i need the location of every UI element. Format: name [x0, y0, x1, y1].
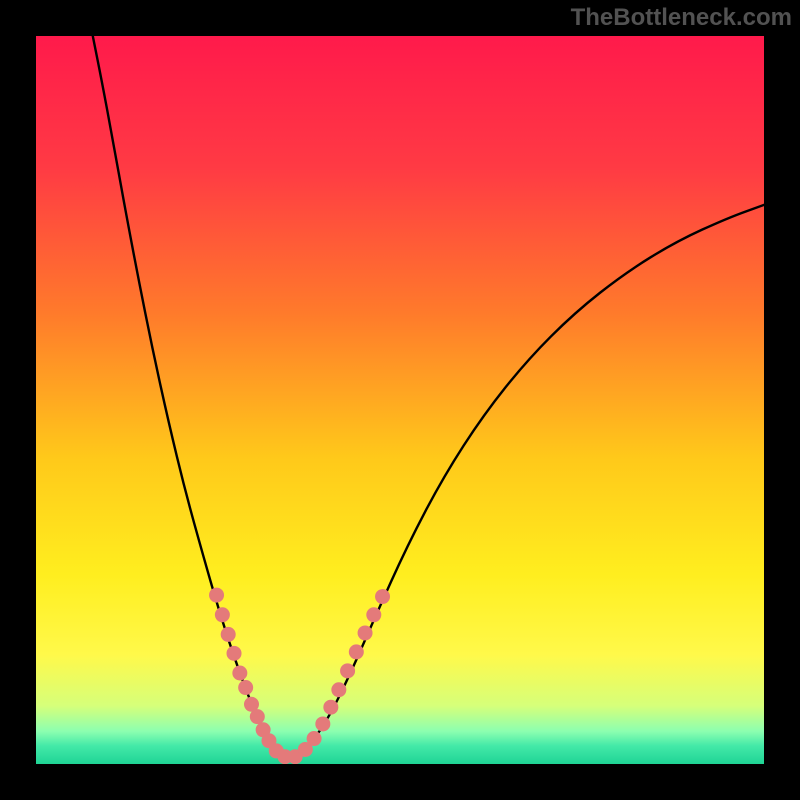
curve-dot	[250, 709, 265, 724]
curve-dot	[215, 607, 230, 622]
chart-stage: TheBottleneck.com	[0, 0, 800, 800]
curve-dot	[358, 625, 373, 640]
curve-dot	[221, 627, 236, 642]
curve-dot	[323, 700, 338, 715]
watermark-label: TheBottleneck.com	[571, 4, 792, 32]
curve-dot	[315, 716, 330, 731]
curve-dot	[340, 663, 355, 678]
curve-dot	[307, 731, 322, 746]
curve-dot	[232, 666, 247, 681]
curve-dot	[366, 607, 381, 622]
plot-background	[36, 36, 764, 764]
curve-dot	[349, 644, 364, 659]
bottleneck-plot-svg	[0, 0, 800, 800]
curve-dot	[227, 646, 242, 661]
curve-dot	[375, 589, 390, 604]
curve-dot	[209, 588, 224, 603]
curve-dot	[238, 680, 253, 695]
curve-dot	[331, 682, 346, 697]
